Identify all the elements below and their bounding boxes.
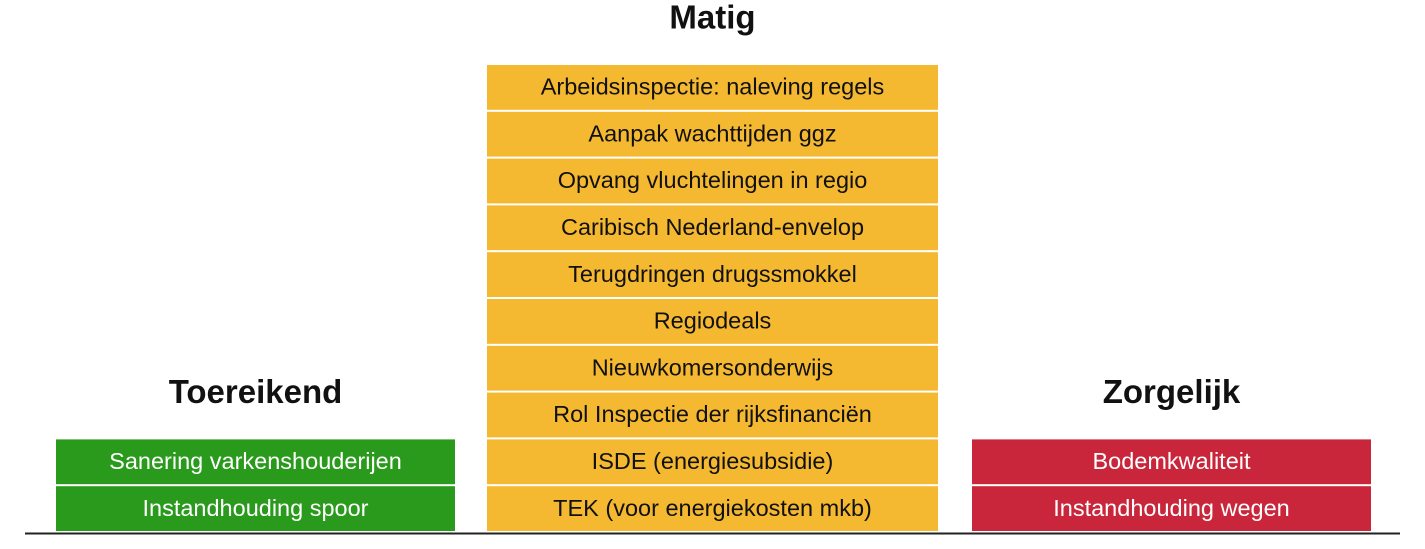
item-box <box>56 486 455 531</box>
item-label: Rol Inspectie der rijksfinanciën <box>553 401 872 427</box>
item-box <box>487 345 938 391</box>
item-box <box>487 205 938 251</box>
item-label: ISDE (energiesubsidie) <box>592 448 834 474</box>
column-title: Zorgelijk <box>1103 373 1241 410</box>
item-label: Terugdringen drugssmokkel <box>568 261 857 287</box>
item-box <box>487 65 938 110</box>
item-box <box>972 486 1371 531</box>
item-box <box>487 299 938 344</box>
item-box <box>487 392 938 438</box>
item-box <box>56 439 455 485</box>
item-label: Nieuwkomersonderwijs <box>592 354 834 380</box>
item-label: Instandhouding wegen <box>1053 495 1290 521</box>
item-box <box>972 439 1371 485</box>
item-label: Sanering varkenshouderijen <box>109 448 402 474</box>
item-box <box>487 111 938 157</box>
item-label: Regiodeals <box>654 308 772 334</box>
item-label: Opvang vluchtelingen in regio <box>558 167 868 193</box>
item-label: Arbeidsinspectie: naleving regels <box>541 74 885 100</box>
item-label: Instandhouding spoor <box>142 495 368 521</box>
item-box <box>487 486 938 531</box>
item-label: TEK (voor energiekosten mkb) <box>553 495 872 521</box>
item-label: Bodemkwaliteit <box>1092 448 1251 474</box>
column-title: Toereikend <box>169 373 343 410</box>
item-label: Aanpak wachttijden ggz <box>588 120 836 146</box>
item-box <box>487 158 938 204</box>
item-box <box>487 439 938 485</box>
item-label: Caribisch Nederland-envelop <box>561 214 864 240</box>
column-title: Matig <box>669 0 755 36</box>
item-box <box>487 252 938 297</box>
